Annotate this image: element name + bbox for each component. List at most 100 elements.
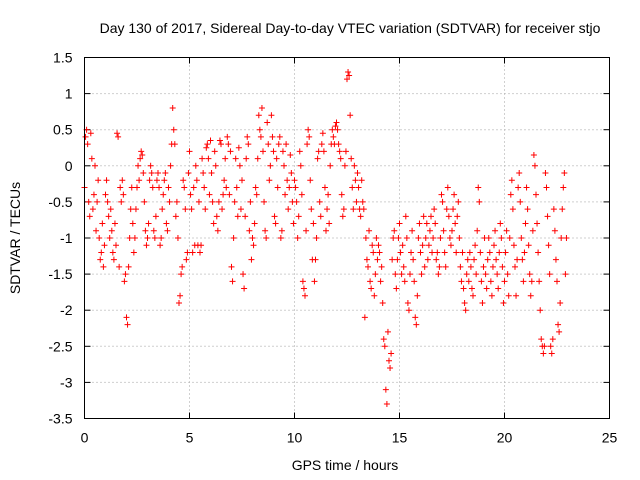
data-point [307,177,314,184]
data-point [176,299,182,306]
data-point [345,68,352,75]
data-point [294,235,301,241]
data-point [556,328,563,335]
data-point [245,141,252,148]
data-point [146,177,153,184]
data-point [155,170,161,177]
data-point [377,278,384,285]
data-point [432,220,439,227]
data-point [461,299,468,306]
data-point [491,242,497,249]
data-point [415,235,422,241]
data-point [95,177,102,184]
data-point [560,184,567,191]
data-point [215,198,222,205]
data-point [366,227,373,234]
data-point [252,184,259,191]
data-point [131,235,138,241]
data-point [355,184,362,191]
data-point [433,256,440,263]
data-point [440,227,447,234]
data-point [457,263,464,270]
data-point [222,155,229,162]
data-point [242,213,249,220]
data-point [499,263,506,270]
data-point [224,133,231,140]
data-point [86,213,93,220]
data-point [373,235,380,241]
data-point [180,177,187,184]
data-point [465,278,472,285]
data-point [466,249,473,256]
data-point [158,235,165,241]
y-tick-label: -1 [60,230,73,246]
data-point [443,206,450,213]
data-point [243,155,250,162]
data-point [471,256,478,263]
data-point [557,299,564,306]
y-tick-label: 1.5 [53,50,73,66]
data-point [335,141,342,148]
data-point [447,242,454,249]
data-point [141,198,148,205]
data-point [344,76,350,83]
data-point [142,227,149,234]
data-point [483,285,490,292]
data-point [134,184,140,191]
data-point [179,263,186,270]
data-point [117,184,124,191]
x-tick-label: 10 [287,430,303,446]
data-point [452,220,459,227]
data-point [148,170,155,177]
data-point [413,321,420,328]
data-point [268,112,275,119]
data-point [562,271,569,278]
data-point [120,191,127,198]
x-tick-label: 0 [81,430,89,446]
data-point [349,184,356,191]
data-point [555,321,562,328]
data-point [267,162,274,169]
data-point [246,227,253,234]
data-point [528,278,535,285]
data-point [379,299,386,306]
data-point [435,271,442,278]
data-point [425,242,432,249]
y-tick-label: -3.5 [48,411,72,427]
data-point [199,155,206,162]
data-point [493,256,500,263]
data-point [454,213,461,220]
data-point [455,198,462,205]
data-point [182,206,189,213]
chart-title: Day 130 of 2017, Sidereal Day-to-day VTE… [100,20,601,36]
data-point [543,184,550,191]
data-point [542,170,549,177]
data-point [198,242,205,249]
data-point [332,123,339,130]
data-point [163,220,170,227]
data-point [384,328,391,335]
data-point [144,235,151,241]
data-point [171,141,178,148]
data-point [169,105,176,112]
data-point [515,184,522,191]
data-point [87,130,94,137]
data-point [513,292,520,299]
data-point [260,148,266,155]
data-point [221,177,228,184]
data-point [341,162,348,169]
data-point [241,285,248,292]
data-point [446,235,453,241]
data-point [151,235,158,241]
data-point [306,133,313,140]
data-point [512,263,518,270]
data-point [509,206,516,213]
data-point [325,191,332,198]
data-point [370,249,377,256]
data-point [118,198,125,205]
data-point [277,235,284,241]
data-point [422,235,429,241]
data-point [311,278,318,285]
data-point [430,235,437,241]
data-point [228,263,235,270]
